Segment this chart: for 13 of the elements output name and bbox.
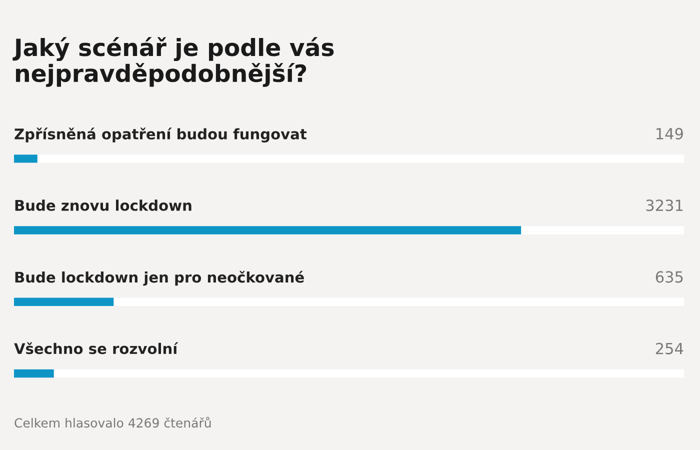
bar	[14, 298, 114, 306]
bar	[14, 369, 54, 378]
y-tick-label: Bude lockdown jen pro neočkované	[15, 270, 304, 286]
y-tick-label: Bude znovu lockdown	[15, 200, 192, 211]
data-label: 3231	[646, 200, 683, 212]
data-label: 149	[656, 128, 683, 140]
y-tick-label: Zpřísněná opatření budou fungovat	[14, 128, 307, 142]
chart-title: Jaký scénář je podle vás nejpravděpodobnější?	[12, 37, 334, 87]
data-label: 254	[656, 342, 684, 354]
data-label: 635	[656, 271, 683, 283]
text: Celkem hlasovalo 4269 čtenářů	[14, 416, 211, 428]
bar	[14, 154, 38, 163]
y-tick-label: Všechno se rozvolní	[14, 342, 178, 354]
